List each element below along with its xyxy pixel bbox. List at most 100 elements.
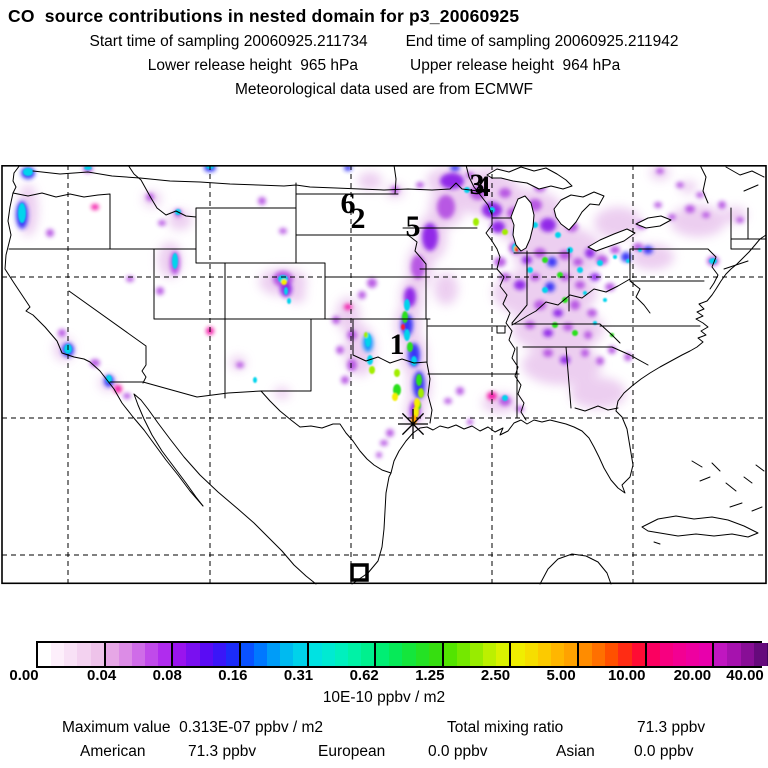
plume-blob <box>411 356 417 366</box>
plume-blob <box>626 259 630 263</box>
colorbar-cell <box>186 643 200 666</box>
lake-huron <box>553 191 605 231</box>
colorbar-cell <box>483 643 497 666</box>
colorbar-cell <box>740 643 754 666</box>
plume-blob <box>542 287 548 293</box>
colorbar-cell <box>659 643 673 666</box>
colorbar-cell <box>145 643 159 666</box>
colorbar-cell <box>77 643 91 666</box>
colorbar-cell <box>618 643 632 666</box>
colorbar-cell <box>280 643 294 666</box>
colorbar-cell <box>686 643 700 666</box>
plume-blob <box>404 299 410 311</box>
baja-gulf-coastline <box>133 393 317 585</box>
plume-blob <box>563 323 573 331</box>
met-data-row: Meteorological data used are from ECMWF <box>0 81 768 99</box>
colorbar-tick: 0.62 <box>349 667 379 684</box>
plume-blob <box>702 212 710 218</box>
colorbar-cell <box>699 643 713 666</box>
plume-blob <box>709 258 717 264</box>
plume-blob <box>584 331 592 339</box>
plume-blob <box>347 359 357 371</box>
colorbar-cell <box>644 643 660 666</box>
plume-blob <box>46 229 54 237</box>
maine-canada-lines <box>699 164 765 204</box>
star-spoke <box>401 412 425 436</box>
plume-blob <box>394 369 400 377</box>
plume-haze-layer <box>18 166 747 427</box>
canada-border-line <box>32 170 485 193</box>
plume-blob <box>437 195 455 219</box>
lake-michigan <box>510 195 535 252</box>
plume-blob <box>434 273 458 305</box>
plume-blob <box>502 229 508 235</box>
plume-blob <box>613 255 617 259</box>
plume-blob <box>555 232 561 238</box>
plume-blob <box>258 197 266 205</box>
plume-blob <box>281 279 287 285</box>
lake-superior <box>486 166 573 190</box>
colorbar-cell <box>374 643 390 666</box>
receptor-star-marker <box>398 409 428 439</box>
plume-blob <box>487 392 497 400</box>
colorbar-cell <box>212 643 226 666</box>
plume-blob <box>392 393 398 401</box>
plume-blob <box>547 257 557 267</box>
upper-release-label: Upper release height 964 hPa <box>410 57 621 74</box>
day-marker-6: 6 <box>341 187 356 220</box>
asian-label: Asian <box>556 743 595 760</box>
plume-blob <box>467 419 473 425</box>
plume-blob <box>236 362 244 368</box>
plume-blob <box>596 357 604 365</box>
plume-blob <box>587 309 597 317</box>
colorbar-cell <box>321 643 335 666</box>
plume-blob <box>577 267 583 273</box>
plume-blob <box>567 247 573 253</box>
colorbar-cell <box>631 643 645 666</box>
plume-blob <box>543 349 553 357</box>
day-marker-5: 5 <box>406 210 421 243</box>
gulf-atlantic-coastline <box>351 234 767 585</box>
pacific-coastline <box>4 164 204 507</box>
european-label: European <box>318 743 386 760</box>
plume-blob <box>404 329 410 341</box>
plume-blob <box>336 346 344 354</box>
asian-value: 0.0 ppbv <box>634 743 694 760</box>
cuba-coastline <box>641 515 759 545</box>
colorbar-cell <box>509 643 525 666</box>
plume-blob <box>534 300 546 310</box>
plume-blob <box>407 342 413 352</box>
plume-blob <box>23 168 33 176</box>
colorbar-unit-label: 10E-10 ppbv / m2 <box>322 689 446 706</box>
total-mixing-ratio-label: Total mixing ratio <box>447 719 564 736</box>
plume-blob <box>514 280 526 290</box>
colorbar-cell <box>441 643 457 666</box>
colorbar-cell <box>238 643 254 666</box>
colorbar-cell <box>118 643 132 666</box>
plume-blob <box>84 166 92 170</box>
colorbar-cell <box>361 643 375 666</box>
release-location-box <box>350 563 369 582</box>
yucatan-coastline <box>539 553 612 585</box>
plume-blob <box>341 376 349 384</box>
plume-blob <box>376 452 382 458</box>
colorbar-tick: 5.00 <box>546 667 576 684</box>
sampling-times-row: Start time of sampling 20060925.211734 E… <box>0 33 768 51</box>
end-time-label: End time of sampling 20060925.211942 <box>405 33 679 50</box>
plume-blob <box>696 192 704 198</box>
geography-layer <box>4 164 767 585</box>
plume-blob <box>416 374 422 386</box>
colorbar-cell <box>38 643 52 666</box>
day-marker-1: 1 <box>390 328 405 361</box>
colorbar-cell <box>470 643 484 666</box>
plume-blob <box>603 298 607 302</box>
colorbar-cell <box>605 643 619 666</box>
colorbar-cell <box>428 643 442 666</box>
plume-blob <box>358 172 382 190</box>
plume-blob <box>411 255 425 279</box>
colorbar-cell <box>753 643 767 666</box>
colorbar-cell <box>592 643 606 666</box>
release-heights-row: Lower release height 965 hPa Upper relea… <box>0 57 768 75</box>
colorbar-cell <box>577 643 593 666</box>
plume-blob <box>158 220 166 226</box>
